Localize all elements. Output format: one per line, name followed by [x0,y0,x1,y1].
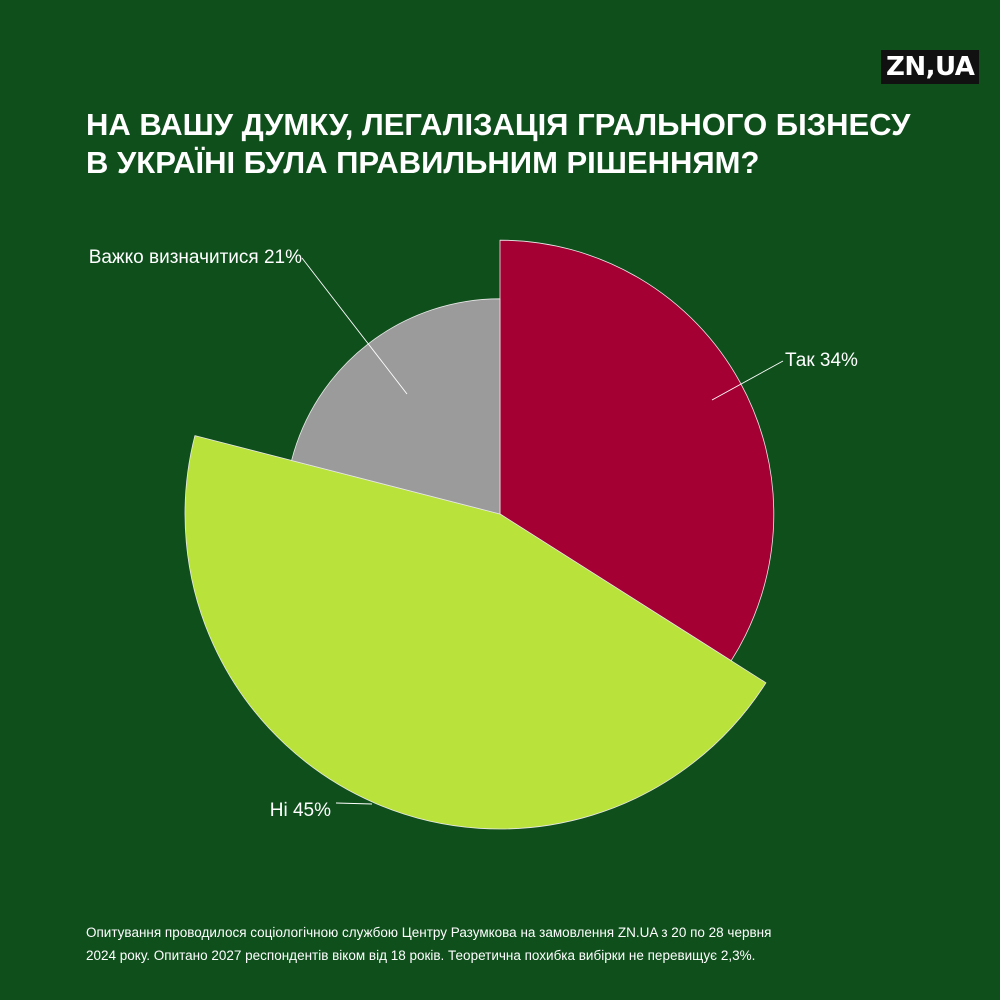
footnote-line-1: Опитування проводилося соціологічною слу… [86,925,772,940]
slice-label-3: Важко визначитися 21% [89,247,302,268]
pie-slice-1 [499,239,775,662]
slice-leader-line-2 [335,802,373,805]
zn-ua-logo: ZN,UA [881,50,980,84]
slice-leader-line-1 [711,360,784,401]
chart-title-line-1: НА ВАШУ ДУМКУ, ЛЕГАЛІЗАЦІЯ ГРАЛЬНОГО БІЗ… [86,107,911,142]
slice-label-2: Ні 45% [270,800,331,821]
survey-footnote: Опитування проводилося соціологічною слу… [86,921,946,967]
slice-leader-line-3 [301,257,408,395]
footnote-line-2: 2024 року. Опитано 2027 респондентів вік… [86,948,756,963]
slice-label-1: Так 34% [785,350,858,371]
chart-title: НА ВАШУ ДУМКУ, ЛЕГАЛІЗАЦІЯ ГРАЛЬНОГО БІЗ… [86,106,966,182]
chart-title-line-2: В УКРАЇНІ БУЛА ПРАВИЛЬНИМ РІШЕННЯМ? [86,145,760,180]
pie-slice-2 [184,435,767,830]
